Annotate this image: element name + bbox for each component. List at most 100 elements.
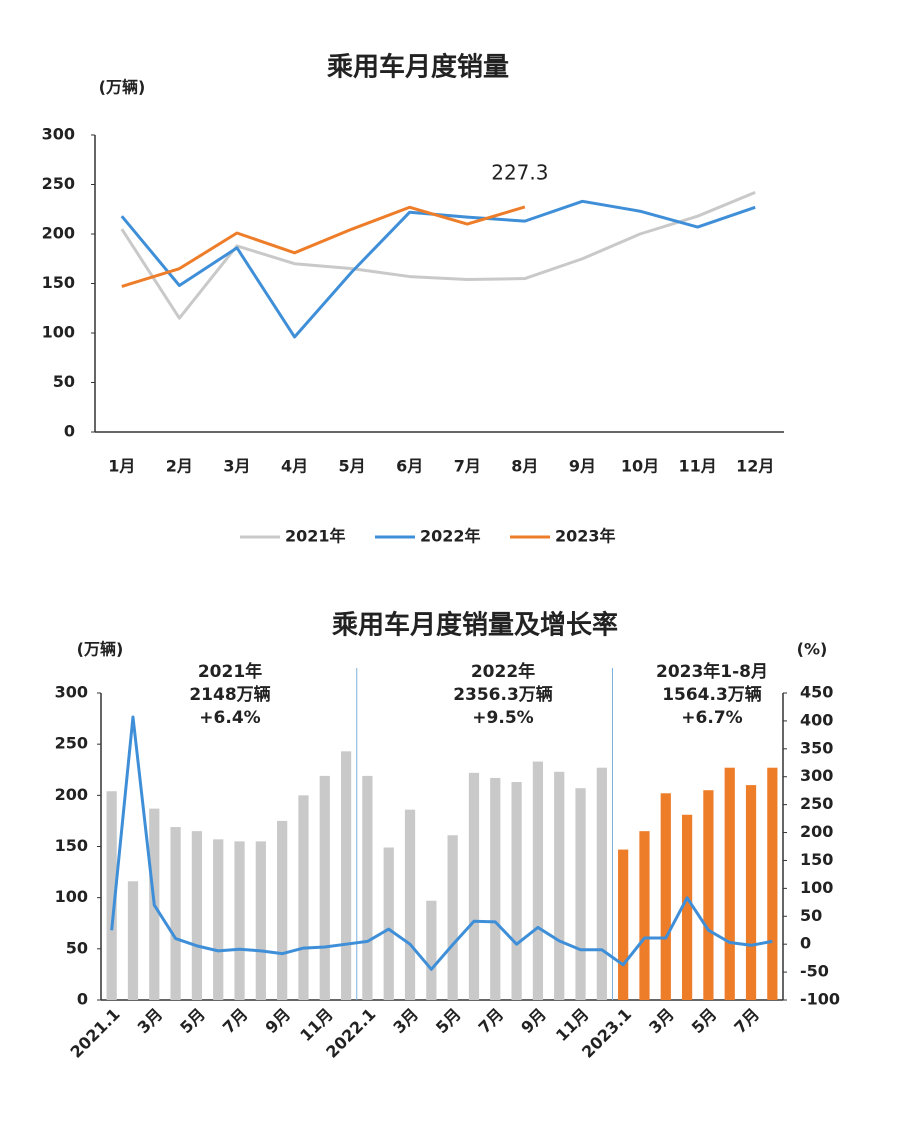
bar — [660, 793, 671, 1000]
bar — [191, 831, 203, 1000]
y2-tick-label: 150 — [800, 850, 833, 869]
bar — [340, 751, 352, 1000]
y-tick-label: 150 — [55, 836, 88, 855]
y2-tick-label: -50 — [800, 962, 829, 981]
x-tick-label: 7月 — [475, 1005, 508, 1038]
annotation: 2023年1-8月 — [656, 661, 768, 682]
y-tick-label: 250 — [42, 174, 75, 193]
bar — [255, 841, 266, 1000]
line — [120, 191, 756, 320]
bar — [426, 900, 437, 1000]
x-tick-label: 5月 — [176, 1005, 209, 1038]
legend-label: 2022年 — [420, 527, 481, 546]
chart-title: 乘用车月度销量及增长率 — [331, 610, 618, 641]
x-tick-label: 2021.1 — [67, 1005, 124, 1062]
y-tick-label: 200 — [42, 224, 75, 243]
bar — [234, 841, 245, 1000]
y2-tick-label: 350 — [800, 738, 833, 757]
bar — [362, 775, 373, 1000]
x-tick-label: 1月 — [108, 457, 135, 476]
bar — [383, 847, 394, 1000]
x-tick-label: 10月 — [621, 457, 659, 476]
bar — [511, 782, 522, 1000]
y2-axis-unit: (%) — [797, 640, 828, 659]
y-tick-label: 150 — [42, 273, 75, 292]
bar — [298, 795, 309, 1000]
x-tick-label: 8月 — [511, 457, 538, 476]
line — [121, 205, 526, 288]
x-tick-label: 12月 — [736, 457, 774, 476]
y-tick-label: 0 — [77, 990, 88, 1009]
x-tick-label: 9月 — [262, 1005, 295, 1038]
y2-tick-label: 300 — [800, 766, 833, 785]
y-tick-label: 250 — [55, 734, 88, 753]
bar — [745, 785, 757, 1000]
bar — [575, 788, 586, 1000]
bar — [127, 881, 139, 1000]
annotation: +6.7% — [681, 708, 742, 728]
bar — [596, 767, 607, 1000]
x-tick-label: 5月 — [432, 1005, 465, 1038]
y2-tick-label: 200 — [800, 822, 833, 841]
x-tick-label: 3月 — [645, 1005, 678, 1038]
annotation: 1564.3万辆 — [662, 684, 762, 705]
y2-tick-label: 450 — [800, 683, 833, 702]
x-tick-label: 4月 — [281, 457, 308, 476]
bar — [468, 772, 480, 1000]
bar — [618, 849, 629, 1000]
annotation: 2148万辆 — [189, 684, 270, 705]
bar — [404, 809, 416, 1000]
annotation: 2022年 — [471, 661, 535, 682]
legend-label: 2023年 — [555, 527, 616, 546]
y-tick-label: 100 — [55, 887, 88, 906]
bar — [724, 767, 735, 1000]
bar — [319, 775, 330, 1000]
chart-title: 乘用车月度销量 — [326, 52, 509, 83]
bar — [639, 831, 650, 1000]
y-tick-label: 100 — [42, 323, 75, 342]
y2-tick-label: 100 — [800, 878, 833, 897]
y2-tick-label: 0 — [800, 934, 811, 953]
x-tick-label: 9月 — [517, 1005, 550, 1038]
bar — [106, 791, 117, 1000]
x-tick-label: 5月 — [339, 457, 366, 476]
x-tick-label: 3月 — [223, 457, 250, 476]
bar — [490, 777, 501, 1000]
bar — [703, 790, 714, 1000]
bar — [767, 767, 778, 1000]
y-axis-unit: (万辆) — [77, 640, 124, 659]
x-tick-label: 7月 — [219, 1005, 252, 1038]
y-tick-label: 50 — [66, 938, 88, 957]
bar — [532, 761, 544, 1000]
annotation: +6.4% — [199, 708, 260, 728]
bar — [554, 771, 565, 1000]
y2-tick-label: -100 — [800, 990, 840, 1009]
x-tick-label: 3月 — [134, 1005, 167, 1038]
bar — [681, 814, 693, 1000]
bar — [447, 835, 458, 1000]
legend-label: 2021年 — [285, 527, 346, 546]
annotation: 2356.3万辆 — [453, 684, 553, 705]
y2-tick-label: 400 — [800, 710, 833, 729]
y-axis-unit: (万辆) — [99, 78, 146, 97]
x-tick-label: 7月 — [730, 1005, 763, 1038]
x-tick-label: 6月 — [396, 457, 423, 476]
bar — [277, 820, 288, 1000]
bar — [213, 839, 224, 1000]
line — [110, 715, 773, 971]
bar — [170, 827, 181, 1000]
y-tick-label: 0 — [64, 422, 75, 441]
x-tick-label: 5月 — [688, 1005, 721, 1038]
y-tick-label: 200 — [55, 785, 88, 804]
x-tick-label: 9月 — [569, 457, 596, 476]
x-tick-label: 7月 — [454, 457, 481, 476]
x-tick-label: 11月 — [678, 457, 716, 476]
y-tick-label: 300 — [42, 125, 75, 144]
y-tick-label: 300 — [55, 683, 88, 702]
annotation: +9.5% — [472, 708, 533, 728]
x-tick-label: 3月 — [389, 1005, 422, 1038]
y-tick-label: 50 — [53, 372, 75, 391]
x-tick-label: 2月 — [166, 457, 193, 476]
